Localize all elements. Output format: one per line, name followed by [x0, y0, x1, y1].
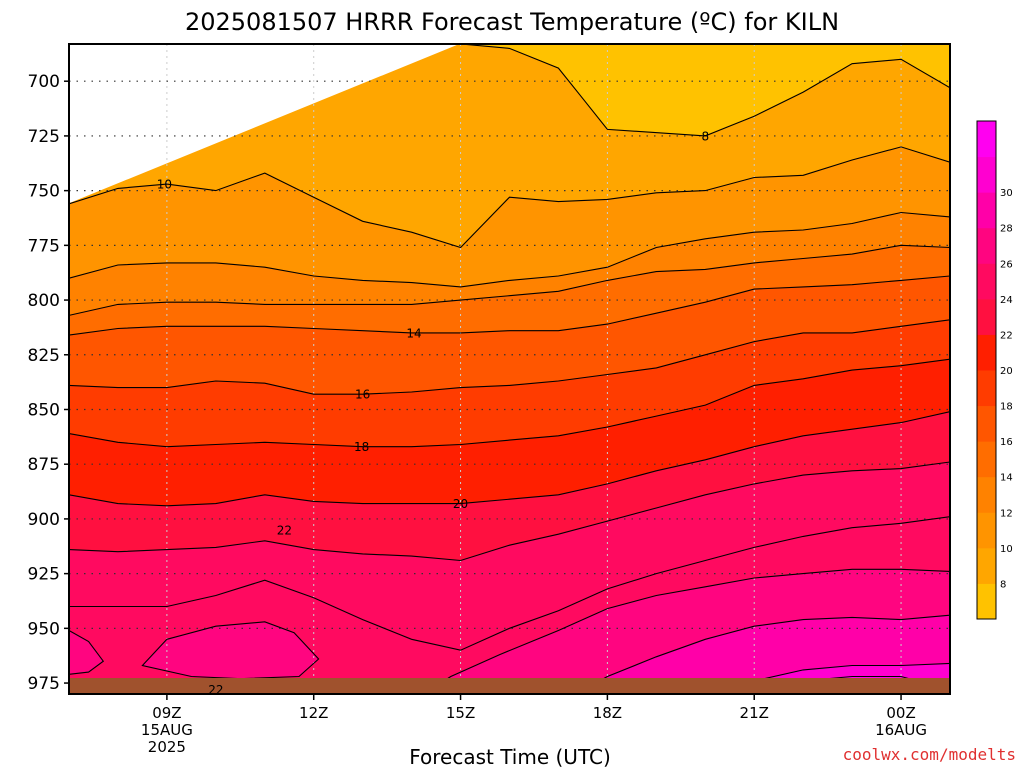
y-tick-label: 850: [28, 400, 60, 420]
y-tick-label: 800: [28, 291, 60, 311]
y-tick-label: 925: [28, 565, 60, 585]
contour-label: 22: [277, 523, 292, 537]
contour-line-24: [422, 568, 950, 694]
credit-text: coolwx.com/modelts: [843, 745, 1016, 764]
colorbar-tick-label: 18: [1000, 402, 1013, 413]
contour-label: 14: [406, 326, 421, 340]
contour-label: 16: [355, 388, 370, 402]
contour-line-24: [574, 614, 950, 694]
colorbar-segment: [977, 547, 996, 584]
y-tick-label: 875: [28, 455, 60, 475]
colorbar-frame: [976, 120, 997, 620]
colorbar-segment: [977, 583, 996, 620]
colorbar-tick-label: 30: [1000, 188, 1013, 199]
colorbar-tick-label: 24: [1000, 295, 1013, 306]
contour-line-24: [141, 621, 320, 680]
colorbar-segment: [977, 227, 996, 264]
colorbar-segment: [977, 298, 996, 335]
x-tick-label: 09Z: [152, 704, 181, 722]
contour-line-10: [69, 146, 950, 249]
x-tick-label: 00Z: [886, 704, 915, 722]
colorbar-tick-label: 10: [1000, 544, 1013, 555]
contour-line-16: [69, 319, 950, 395]
colorbar-tick-label: 12: [1000, 508, 1013, 519]
colorbar-segment: [977, 334, 996, 371]
ground-surface: [69, 678, 950, 694]
x-tick-label: 16AUG: [875, 721, 927, 739]
contour-label: 22: [208, 683, 223, 697]
y-axis-ticks: 700 725 750 775 800 825 850 875 900 925 950 975: [28, 72, 69, 694]
y-tick-label: 775: [28, 236, 60, 256]
x-tick-label: 2025: [148, 738, 186, 756]
y-tick-label: 975: [28, 674, 60, 694]
contour-labels: 8 10 14 16 18 20 22 22: [157, 129, 709, 697]
y-tick-label: 725: [28, 127, 60, 147]
contour-lines: [69, 44, 950, 694]
colorbar-tick-label: 16: [1000, 437, 1013, 448]
contour-line-18: [69, 358, 950, 448]
contour-line-24: [69, 630, 105, 675]
contour-line-22: [69, 516, 950, 651]
contour-line-20: [69, 461, 950, 562]
colorbar-segment: [977, 192, 996, 229]
contour-line-20: [69, 411, 950, 507]
contour-label: 18: [354, 440, 369, 454]
colorbar-segment: [977, 441, 996, 478]
contour-line-8: [460, 44, 950, 137]
chart-title: 2025081507 HRRR Forecast Temperature (ºC…: [185, 8, 839, 36]
x-tick-label: 18Z: [593, 704, 622, 722]
vertical-grid: [166, 44, 902, 694]
y-tick-label: 750: [28, 182, 60, 202]
contour-line-12: [69, 211, 950, 288]
colorbar-tick-label: 22: [1000, 330, 1013, 341]
contour-label: 8: [701, 129, 709, 143]
colorbar-tick-label: 20: [1000, 366, 1013, 377]
y-tick-label: 950: [28, 619, 60, 639]
x-tick-label: 15AUG: [141, 721, 193, 739]
colorbar-tick-label: 26: [1000, 259, 1013, 270]
x-axis-label: Forecast Time (UTC): [409, 745, 611, 768]
colorbar-tick-label: 8: [1000, 579, 1006, 590]
contour-line-12: [69, 244, 950, 316]
contour-label: 10: [157, 178, 172, 192]
colorbar-segment: [977, 121, 996, 158]
colorbar-segment: [977, 512, 996, 549]
contour-line-14: [69, 275, 950, 336]
colorbar-tick-label: 14: [1000, 473, 1013, 484]
colorbar-segment: [977, 156, 996, 193]
plot-area: 8 10 14 16 18 20 22 22: [69, 44, 950, 697]
colorbar-segment: [977, 370, 996, 407]
colorbar: 8 10 12 14 16 18 20 22 24 26 28 30: [976, 120, 1013, 620]
plot-frame: [68, 43, 951, 695]
colorbar-segment: [977, 263, 996, 300]
colorbar-segment: [977, 476, 996, 513]
x-tick-label: 12Z: [299, 704, 328, 722]
y-tick-label: 900: [28, 510, 60, 530]
x-tick-label: 21Z: [740, 704, 769, 722]
y-tick-label: 825: [28, 346, 60, 366]
colorbar-segment: [977, 405, 996, 442]
x-tick-label: 15Z: [446, 704, 475, 722]
colorbar-tick-label: 28: [1000, 224, 1013, 235]
y-tick-label: 700: [28, 72, 60, 92]
contour-label: 20: [453, 497, 468, 511]
